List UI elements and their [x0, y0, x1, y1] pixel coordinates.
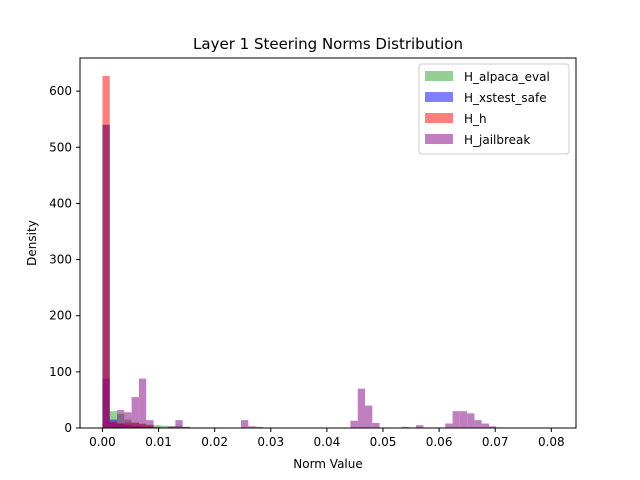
legend-swatch-H_alpaca_eval	[425, 71, 453, 81]
bar-H_jailbreak-53	[489, 426, 497, 428]
legend-label-H_xstest_safe: H_xstest_safe	[464, 91, 547, 105]
legend-label-H_h: H_h	[464, 112, 487, 126]
bar-H_jailbreak-43	[416, 425, 424, 428]
bar-H_h-7	[153, 426, 161, 428]
legend-frame	[418, 63, 570, 155]
bar-H_jailbreak-51	[474, 420, 482, 428]
bar-H_jailbreak-41	[401, 426, 409, 428]
bar-H_jailbreak-9	[168, 426, 176, 428]
legend: H_alpaca_eval H_xstest_safe H_h H_jailbreak	[418, 63, 570, 155]
y-tick-label-5: 500	[49, 140, 72, 154]
legend-label-H_alpaca_eval: H_alpaca_eval	[464, 70, 550, 84]
bar-H_h-0	[102, 75, 110, 428]
legend-label-H_jailbreak: H_jailbreak	[464, 133, 530, 147]
y-axis: 0 100 200 300 400 500 600	[49, 84, 80, 435]
legend-swatch-H_h	[425, 113, 453, 123]
bar-H_jailbreak-3	[124, 412, 132, 428]
bar-H_jailbreak-52	[481, 423, 490, 428]
bar-H_jailbreak-10	[175, 420, 183, 428]
y-tick-label-4: 400	[49, 196, 72, 210]
bar-H_jailbreak-0	[102, 378, 110, 428]
bar-H_jailbreak-20	[248, 426, 256, 428]
bar-H_jailbreak-19	[241, 420, 249, 428]
x-axis-label: Norm Value	[293, 457, 363, 471]
bar-H_jailbreak-34	[350, 420, 358, 428]
x-tick-label-2: 0.02	[201, 435, 228, 449]
x-axis: 0.00 0.01 0.02 0.03 0.04 0.05 0.06 0.07 0.08	[89, 428, 565, 449]
legend-swatch-H_jailbreak	[425, 134, 453, 144]
x-tick-label-4: 0.04	[314, 435, 341, 449]
bar-H_jailbreak-11	[182, 426, 190, 428]
x-tick-label-7: 0.07	[482, 435, 509, 449]
bar-H_jailbreak-36	[365, 405, 373, 428]
x-tick-label-1: 0.01	[145, 435, 172, 449]
bar-H_jailbreak-47	[445, 423, 453, 428]
bar-H_jailbreak-2	[117, 410, 125, 428]
x-tick-label-6: 0.06	[426, 435, 453, 449]
bar-H_alpaca_eval-8	[160, 425, 169, 428]
bar-H_jailbreak-50	[467, 413, 475, 428]
legend-swatch-H_xstest_safe	[425, 92, 453, 102]
y-tick-label-6: 600	[49, 84, 72, 98]
bar-H_jailbreak-1	[109, 422, 118, 428]
y-axis-label: Density	[25, 220, 39, 266]
bar-H_jailbreak-35	[357, 388, 366, 428]
bar-H_alpaca_eval-7	[153, 425, 161, 428]
y-tick-label-2: 200	[49, 309, 72, 323]
bar-H_jailbreak-37	[372, 422, 380, 428]
bar-H_h-21	[255, 426, 263, 428]
bar-H_jailbreak-4	[131, 397, 139, 428]
bar-H_jailbreak-48	[452, 411, 460, 428]
y-tick-label-3: 300	[49, 253, 72, 267]
x-tick-label-0: 0.00	[89, 435, 116, 449]
x-tick-label-3: 0.03	[257, 435, 284, 449]
bar-H_jailbreak-6	[146, 420, 154, 428]
bar-H_jailbreak-49	[459, 411, 468, 428]
bar-H_jailbreak-5	[138, 378, 147, 428]
x-tick-label-5: 0.05	[370, 435, 397, 449]
x-tick-label-8: 0.08	[538, 435, 565, 449]
y-tick-label-0: 0	[64, 421, 72, 435]
plot-frame	[79, 57, 577, 429]
y-tick-label-1: 100	[49, 365, 72, 379]
chart-title: Layer 1 Steering Norms Distribution	[193, 35, 463, 53]
